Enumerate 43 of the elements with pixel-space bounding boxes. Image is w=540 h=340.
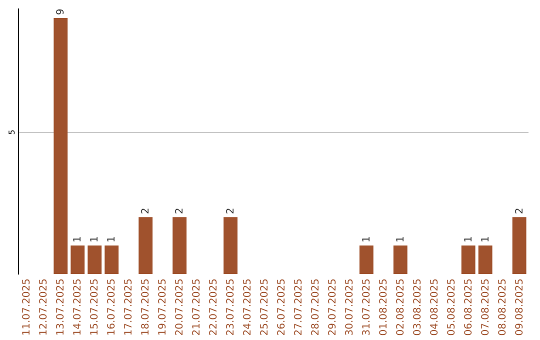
data-label: 1 [395, 236, 406, 243]
x-tick-label: 12.07.2025 [38, 278, 50, 336]
data-label: 2 [140, 208, 152, 214]
x-tick-label: 07.08.2025 [480, 278, 492, 336]
x-tick-label: 08.08.2025 [497, 278, 508, 336]
x-tick-label: 11.07.2025 [22, 278, 33, 336]
x-tick-label: 21.07.2025 [192, 278, 203, 336]
x-tick-label: 13.07.2025 [56, 278, 67, 336]
x-tick-label: 25.07.2025 [260, 278, 271, 336]
x-tick-label: 17.07.2025 [124, 278, 135, 336]
x-tick-label: 09.08.2025 [514, 278, 526, 336]
data-label: 1 [90, 236, 101, 243]
x-tick-label: 28.07.2025 [310, 278, 322, 336]
x-tick-label: 03.08.2025 [412, 278, 424, 336]
x-tick-label: 15.07.2025 [90, 278, 101, 336]
x-tick-label: 24.07.2025 [242, 278, 254, 336]
x-tick-label: 30.07.2025 [344, 278, 356, 336]
x-tick-label: 19.07.2025 [158, 278, 169, 336]
x-tick-label: 31.07.2025 [361, 278, 372, 336]
x-tick-label: 20.07.2025 [174, 278, 186, 336]
x-tick-label: 14.07.2025 [72, 278, 84, 336]
x-tick-label: 26.07.2025 [276, 278, 288, 336]
data-label: 1 [106, 236, 118, 243]
x-tick-label: 22.07.2025 [208, 278, 220, 336]
x-tick-label: 27.07.2025 [293, 278, 304, 336]
x-tick-label: 06.08.2025 [463, 278, 474, 336]
x-tick-label: 05.08.2025 [446, 278, 458, 336]
data-label: 1 [361, 236, 372, 243]
x-tick-label: 29.07.2025 [327, 278, 338, 336]
data-label: 9 [56, 8, 67, 15]
data-label: 1 [463, 236, 474, 243]
data-label: 1 [72, 236, 84, 243]
data-label: 2 [514, 208, 526, 214]
x-tick-label: 04.08.2025 [429, 278, 440, 336]
data-label: 2 [226, 208, 237, 214]
x-tick-label: 02.08.2025 [395, 278, 406, 336]
x-tick-label: 23.07.2025 [226, 278, 237, 336]
data-label: 2 [174, 208, 186, 214]
data-label: 1 [480, 236, 492, 243]
y-tick-label: 5 [8, 130, 16, 135]
x-tick-label: 18.07.2025 [140, 278, 152, 336]
x-tick-label: 16.07.2025 [106, 278, 118, 336]
x-tick-label: 01.08.2025 [378, 278, 390, 336]
